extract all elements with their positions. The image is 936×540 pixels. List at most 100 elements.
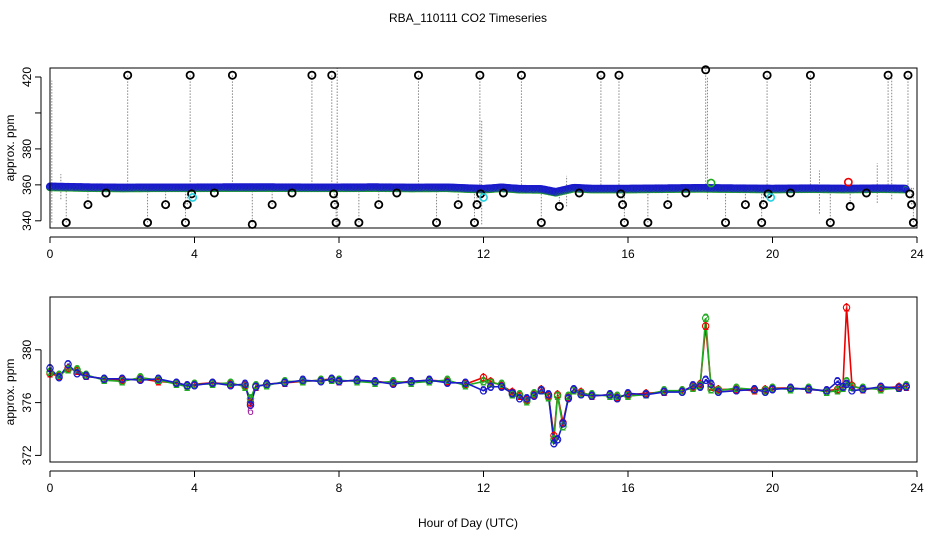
bottom-panel-point-label: 1 [769, 381, 776, 395]
bottom-panel-point-label: 1 [372, 374, 379, 388]
bottom-panel-point-circle [701, 376, 710, 384]
bottom-panel-point-label: 1 [227, 377, 234, 391]
bottom-panel-point-label: 1 [487, 374, 494, 388]
bottom-panel-point-label: 3 [531, 389, 538, 403]
bottom-panel-point-circle [624, 389, 632, 398]
bottom-panel-point-label: 2 [408, 376, 415, 390]
bottom-panel-point-label: 1 [263, 377, 270, 391]
bottom-panel-point-circle [588, 392, 596, 400]
bottom-panel-point-label: 1 [173, 376, 180, 390]
top-panel-outlier-point [227, 70, 237, 80]
bottom-panel-point-label: 1 [614, 390, 621, 404]
top-panel-outlier-point [903, 70, 913, 80]
top-panel-outlier-point [701, 65, 711, 75]
bottom-panel-point-label: 3 [702, 373, 709, 387]
bottom-panel-point-label: 2 [65, 363, 72, 377]
bottom-panel-point-circle [689, 381, 697, 390]
bottom-panel-point-label: 1 [859, 382, 866, 396]
bottom-panel-point-label: 3 [516, 392, 523, 406]
bottom-panel-point-label: 3 [570, 382, 577, 396]
bottom-panel-point-circle [208, 379, 217, 387]
top-panel-x-tick-label: 0 [47, 247, 54, 261]
bottom-panel-point-circle [877, 385, 885, 394]
bottom-panel-point-circle [707, 383, 715, 391]
bottom-panel-point-label: 1 [733, 382, 740, 396]
top-panel: approx. ppm 0 4 8 12 16 20 24 340 360 380 420 [3, 65, 924, 261]
bottom-panel-point-circle [606, 390, 614, 399]
bottom-panel-point-label: 3 [554, 433, 561, 447]
bottom-panel-point-label: 2 [554, 389, 561, 403]
bottom-panel-point-label: 3 [805, 382, 812, 396]
bottom-panel-point-label: 1 [661, 385, 668, 399]
bottom-panel-point-label: 3 [173, 376, 180, 390]
bottom-panel-point-circle [82, 372, 90, 380]
bottom-panel-point-label: 2 [191, 377, 198, 391]
bottom-panel-point-circle [508, 389, 517, 398]
top-panel-outlier-point [329, 189, 339, 199]
bottom-panel-point-label: 1 [834, 382, 841, 396]
bottom-panel-point-circle [55, 371, 63, 379]
bottom-panel-x-tick-label: 12 [477, 481, 491, 495]
bottom-panel-point-label: 3 [843, 377, 850, 391]
top-panel-outlier-point [740, 200, 750, 210]
bottom-panel-point-label: 1 [625, 388, 632, 402]
bottom-panel-point-circle [281, 379, 289, 387]
bottom-panel-point-label: 3 [589, 389, 596, 403]
bottom-panel-point-circle [443, 376, 452, 384]
bottom-panel-point-label: 2 [834, 384, 841, 398]
bottom-panel-point-circle [55, 373, 63, 382]
bottom-panel-point-label: 2 [589, 388, 596, 402]
top-panel-outlier-point [516, 70, 526, 80]
bottom-panel-point-circle [530, 392, 538, 400]
bottom-panel-point-circle [559, 419, 567, 428]
bottom-panel-point-label: 3 [137, 373, 144, 387]
bottom-panel-point-circle [328, 375, 336, 383]
bottom-panel-point-label: 3 [607, 388, 614, 402]
bottom-panel-annotations: 6 [247, 404, 254, 418]
bottom-panel-point-label: 2 [849, 380, 856, 394]
bottom-panel-point-label: 1 [56, 369, 63, 383]
bottom-panel-point-circle [553, 392, 562, 400]
bottom-panel-point-label: 1 [560, 415, 567, 429]
bottom-panel-point-circle [335, 377, 343, 386]
bottom-panel-point-circle [118, 375, 127, 383]
bottom-panel-point-circle [714, 388, 723, 396]
bottom-panel-point-label: 2 [253, 378, 260, 392]
bottom-panel-point-label: 3 [509, 386, 516, 400]
top-panel-outlier-point [83, 200, 93, 210]
bottom-panel-point-label: 2 [787, 382, 794, 396]
top-panel-special-point [766, 193, 776, 202]
top-panel-axes: 0 4 8 12 16 20 24 340 360 380 420 [20, 67, 924, 261]
bottom-panel-point-label: 2 [328, 373, 335, 387]
bottom-panel-point-circle [660, 388, 668, 396]
bottom-panel-point-label: 1 [545, 389, 552, 403]
bottom-panel-point-circle [425, 376, 434, 384]
bottom-panel-point-circle [486, 379, 495, 387]
bottom-panel-point-label: 3 [625, 386, 632, 400]
bottom-panel-point-label: 2 [614, 389, 621, 403]
bottom-panel-point-label: 1 [74, 364, 81, 378]
bottom-panel-point-circle [486, 383, 495, 391]
bottom-panel-point-label: 1 [65, 361, 72, 375]
bottom-panel-point-circle [842, 380, 851, 388]
bottom-panel-point-label: 3 [903, 380, 910, 394]
bottom-panel-point-label: 3 [823, 384, 830, 398]
top-panel-outlier-point [762, 70, 772, 80]
bottom-panel-point-circle [877, 383, 885, 391]
bottom-panel-point-label: 2 [74, 363, 81, 377]
top-panel-x-tick-label: 16 [621, 247, 635, 261]
top-panel-outlier-point [805, 70, 815, 80]
bottom-panel-point-label: 2 [227, 376, 234, 390]
top-panel-outlier-point [786, 188, 796, 198]
bottom-panel-point-label: 2 [155, 373, 162, 387]
top-panel-outlier-point [472, 200, 482, 210]
top-panel-special-point [706, 178, 716, 188]
bottom-panel-point-label: 2 [859, 381, 866, 395]
bottom-panel-point-label: 3 [578, 388, 585, 402]
bottom-panel-point-label: 1 [878, 381, 885, 395]
bottom-panel-point-circle [262, 380, 271, 388]
bottom-panel-point-label: 2 [480, 374, 487, 388]
top-panel-special-point [479, 193, 488, 202]
bottom-panel-point-label: 3 [896, 381, 903, 395]
